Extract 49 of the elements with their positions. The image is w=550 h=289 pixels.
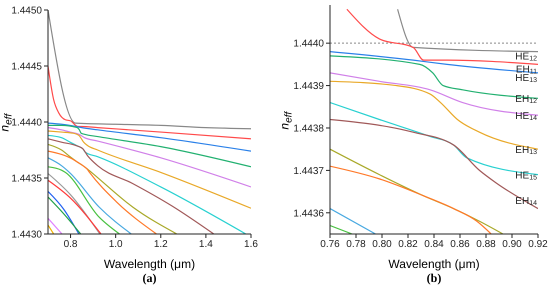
x-tick-label: 0.88 — [476, 239, 496, 250]
x-axis-title: Wavelength (μm) — [102, 257, 196, 271]
x-tick-label: 1.0 — [108, 239, 124, 250]
line-series — [48, 10, 251, 130]
x-tick-label: 0.90 — [502, 239, 522, 250]
x-axis-title: Wavelength (μm) — [387, 257, 481, 271]
annotation: EH$_{13}$ — [515, 144, 538, 156]
y-tick-label: 1.4439 — [293, 81, 324, 92]
x-tick-label: 0.86 — [450, 239, 470, 250]
y-tick-label: 1.4438 — [293, 124, 324, 135]
line-series — [48, 144, 178, 234]
line-series — [48, 166, 120, 234]
line-series — [48, 157, 132, 234]
x-tick-label: 0.8 — [64, 239, 78, 250]
x-tick-label: 0.92 — [528, 239, 548, 250]
line-series — [330, 148, 504, 234]
line-series — [330, 166, 492, 234]
line-series — [48, 122, 251, 152]
x-tick-label: 0.84 — [424, 239, 444, 250]
line-series — [330, 51, 538, 74]
annotation: HE$_{12}$ — [515, 51, 538, 63]
text: (a) — [142, 271, 158, 286]
y-tick-label: 1.4437 — [293, 166, 324, 177]
line-series — [48, 124, 251, 168]
line-series — [48, 134, 246, 234]
line-series — [48, 138, 214, 234]
x-tick-label: 0.78 — [346, 239, 366, 250]
y-tick-label: 1.4440 — [11, 118, 42, 129]
x-tick-label: 0.80 — [372, 239, 392, 250]
y-tick-label: 1.4445 — [11, 62, 42, 73]
line-series — [48, 150, 158, 234]
y-tick-label: 1.4436 — [293, 208, 324, 220]
line-series — [48, 130, 251, 209]
annotation: HE$_{15}$ — [515, 170, 538, 182]
line-series — [346, 8, 538, 65]
y-tick-label: 1.4435 — [11, 174, 42, 185]
x-tick-label: 1.6 — [244, 239, 258, 250]
line-series — [330, 118, 538, 210]
x-tick-label: 0.82 — [398, 239, 418, 250]
x-tick-label: 1.4 — [198, 239, 214, 250]
annotation: HE$_{14}$ — [515, 110, 538, 122]
line-series — [48, 127, 251, 188]
x-tick-label: 1.2 — [154, 239, 168, 250]
x-tick-label: 0.76 — [320, 239, 340, 250]
y-tick-label: 1.4450 — [11, 6, 42, 17]
y-tick-label: 1.4430 — [11, 230, 42, 241]
text: (b) — [426, 271, 442, 286]
y-tick-label: 1.4440 — [293, 38, 324, 50]
line-series — [48, 65, 251, 140]
